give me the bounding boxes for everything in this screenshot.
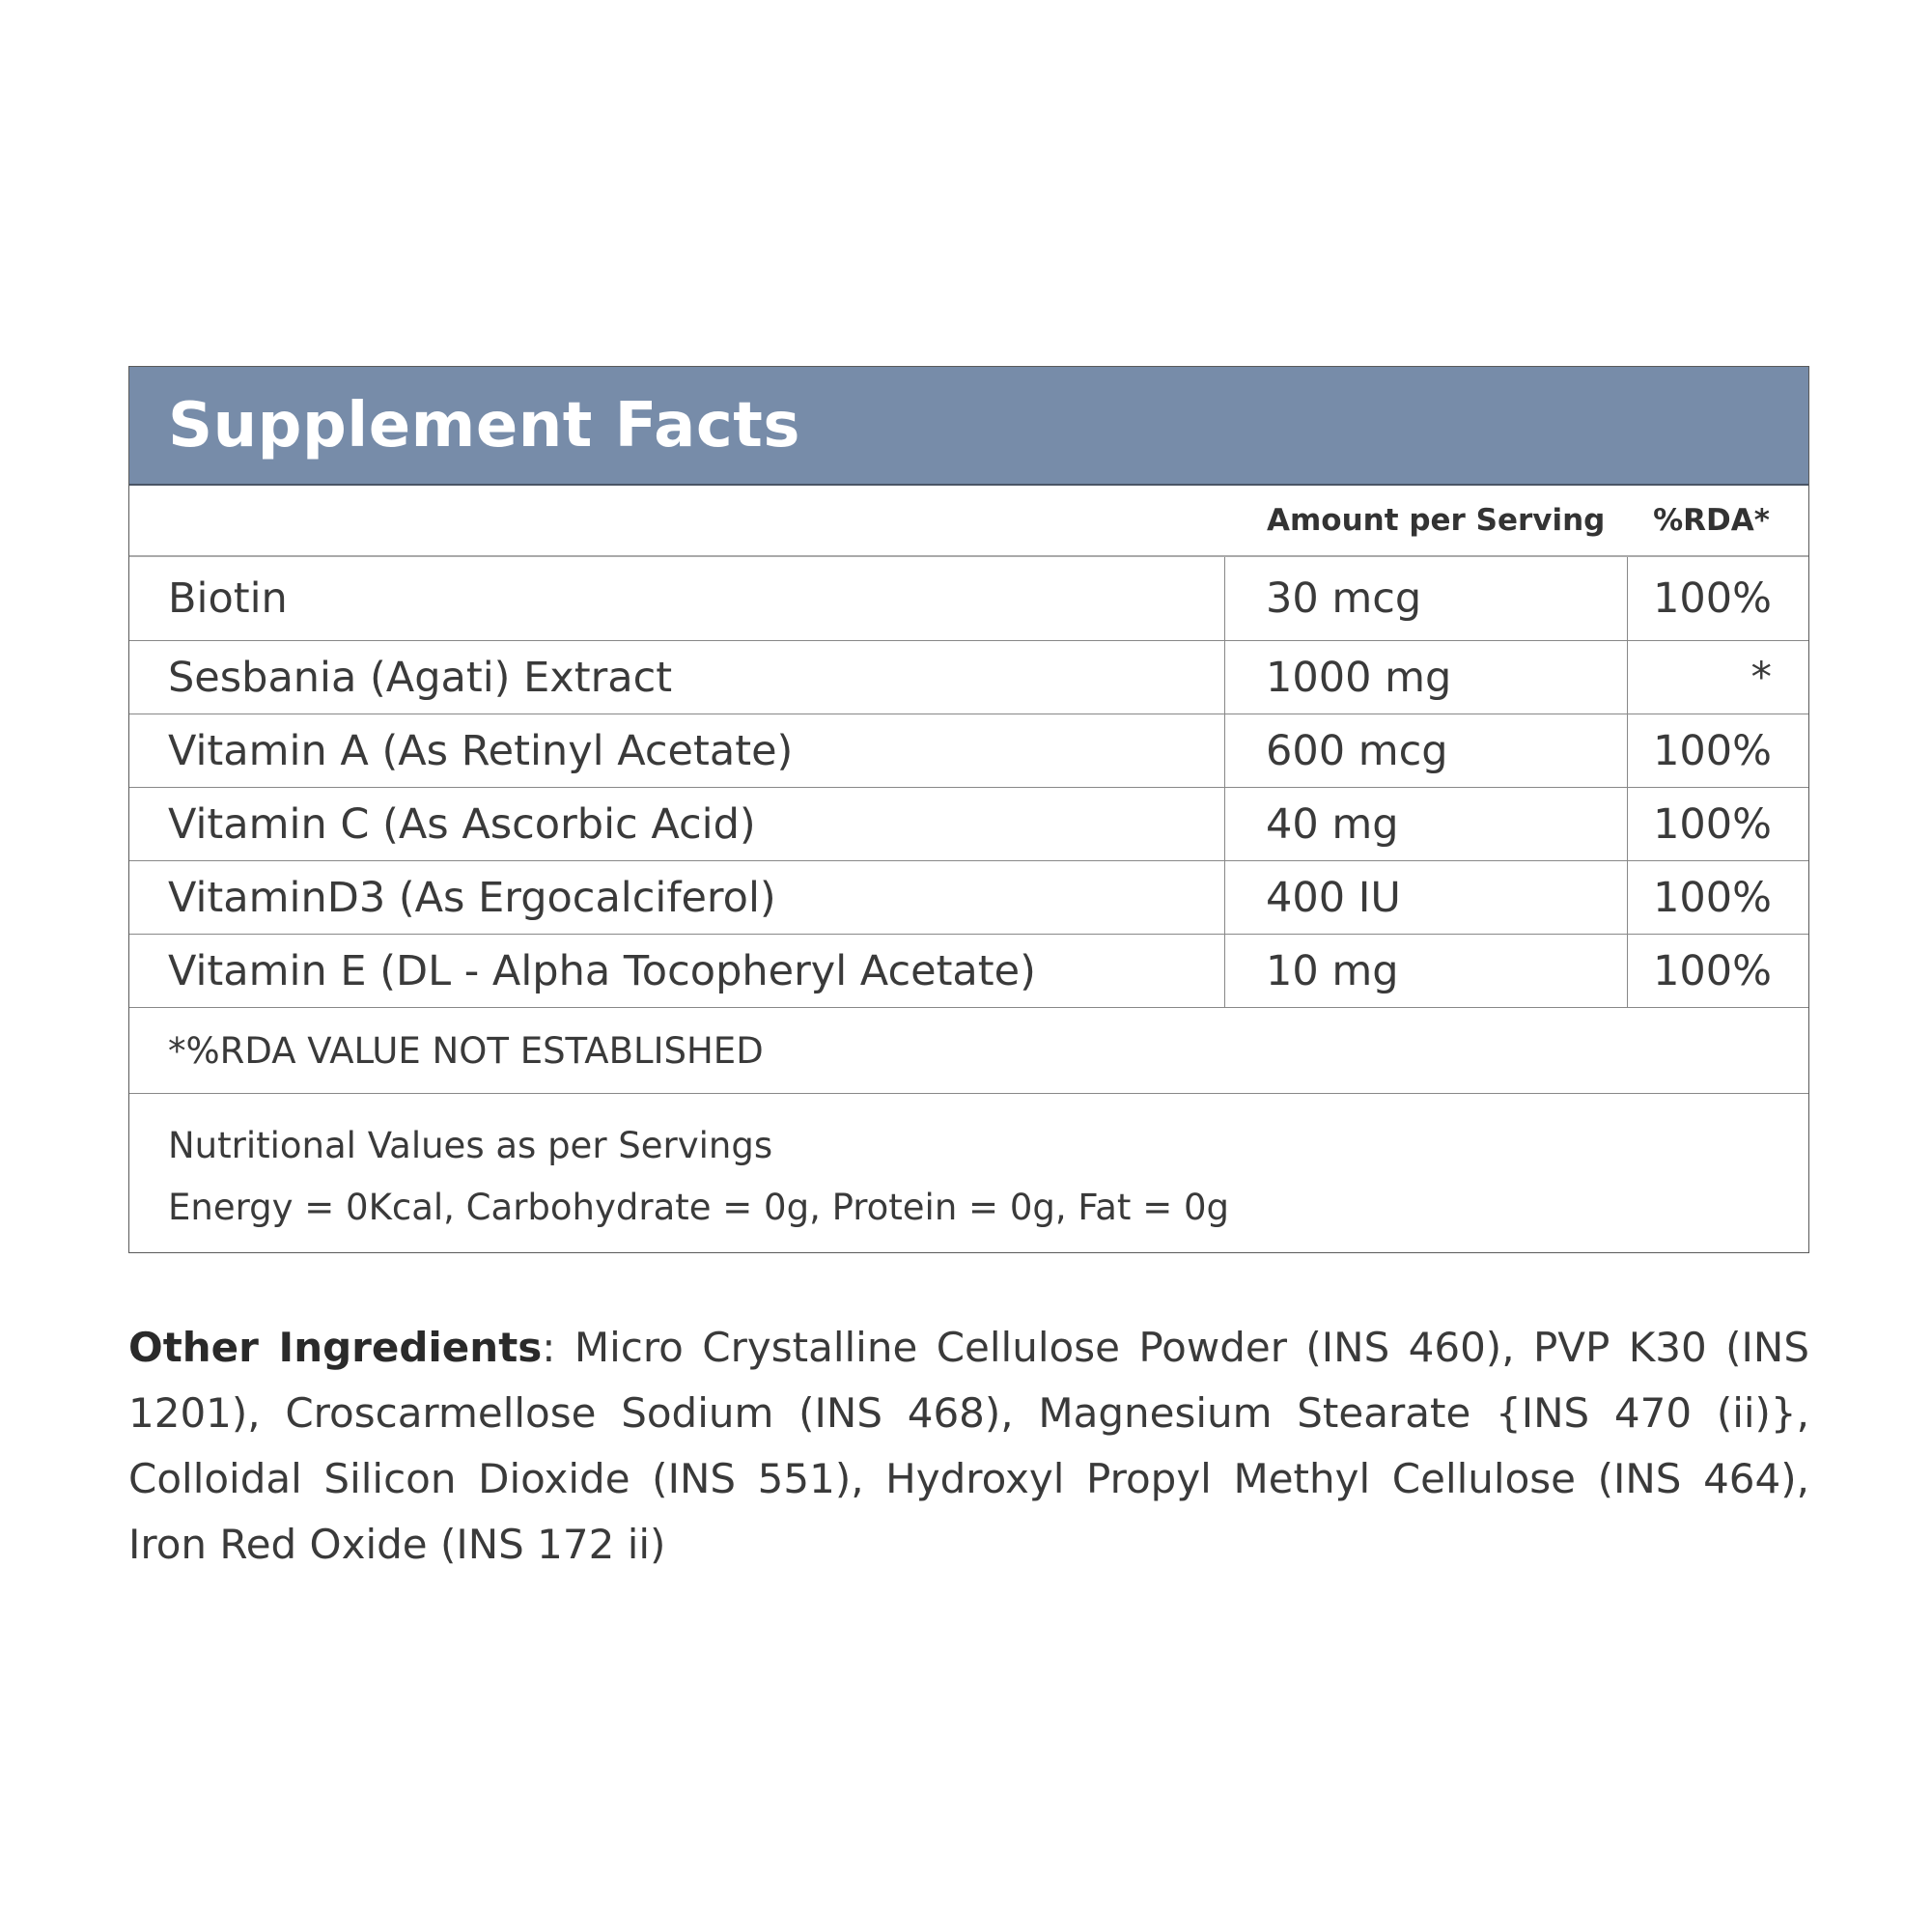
page-title: Supplement Facts — [168, 389, 800, 462]
other-ingredients-text: : Micro Crystalline Cellulose Powder (IN… — [128, 1324, 1809, 1568]
cell-amount: 10 mg — [1225, 935, 1628, 1007]
column-header-amount: Amount per Serving — [1267, 503, 1606, 538]
other-ingredients-label: Other Ingredients — [128, 1324, 543, 1371]
table-row: Biotin 30 mcg 100% — [129, 557, 1808, 641]
table-row: Vitamin C (As Ascorbic Acid) 40 mg 100% — [129, 788, 1808, 861]
cell-amount: 600 mcg — [1225, 714, 1628, 787]
nutrition-values: Energy = 0Kcal, Carbohydrate = 0g, Prote… — [168, 1187, 1229, 1228]
cell-amount: 40 mg — [1225, 788, 1628, 860]
table-row: Sesbania (Agati) Extract 1000 mg * — [129, 641, 1808, 714]
cell-name: Sesbania (Agati) Extract — [129, 641, 1225, 714]
cell-name: Vitamin A (As Retinyl Acetate) — [129, 714, 1225, 787]
table-row: Vitamin A (As Retinyl Acetate) 600 mcg 100… — [129, 714, 1808, 788]
cell-amount: 400 IU — [1225, 861, 1628, 934]
cell-rda: 100% — [1653, 799, 1772, 849]
table-row: Vitamin E (DL - Alpha Tocopheryl Acetate… — [129, 935, 1808, 1008]
nutrition-info: Nutritional Values as per Servings Energ… — [129, 1094, 1808, 1252]
cell-amount: 30 mcg — [1225, 557, 1628, 640]
cell-rda: 100% — [1653, 574, 1772, 623]
cell-rda: 100% — [1653, 873, 1772, 922]
cell-name: Biotin — [129, 557, 1225, 640]
column-headers: Amount per Serving %RDA* — [129, 486, 1808, 557]
cell-name: Vitamin C (As Ascorbic Acid) — [129, 788, 1225, 860]
supplement-facts-table: Supplement Facts Amount per Serving %RDA… — [128, 366, 1809, 1253]
column-header-rda: %RDA* — [1653, 503, 1770, 538]
cell-name: VitaminD3 (As Ergocalciferol) — [129, 861, 1225, 934]
nutrition-heading: Nutritional Values as per Servings — [168, 1125, 773, 1166]
other-ingredients: Other Ingredients: Micro Crystalline Cel… — [128, 1315, 1809, 1578]
table-header: Supplement Facts — [129, 367, 1808, 486]
cell-rda: 100% — [1653, 946, 1772, 995]
cell-name: Vitamin E (DL - Alpha Tocopheryl Acetate… — [129, 935, 1225, 1007]
table-row: VitaminD3 (As Ergocalciferol) 400 IU 100% — [129, 861, 1808, 935]
cell-rda: 100% — [1653, 726, 1772, 775]
cell-rda: * — [1750, 653, 1773, 702]
cell-amount: 1000 mg — [1225, 641, 1628, 714]
footnote: *%RDA VALUE NOT ESTABLISHED — [129, 1008, 1808, 1094]
